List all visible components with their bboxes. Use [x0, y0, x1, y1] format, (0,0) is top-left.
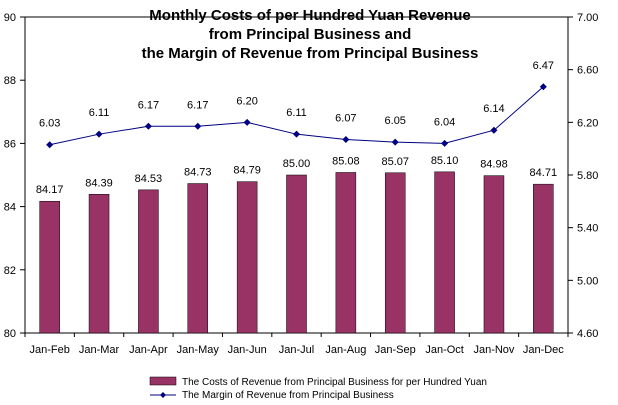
x-axis-tick-label: Jan-May [177, 344, 220, 356]
left-axis-tick-label: 84 [4, 202, 16, 214]
line-point [46, 141, 54, 149]
bar-data-label: 84.79 [233, 165, 261, 177]
right-axis-tick-label: 5.40 [577, 223, 598, 235]
x-axis-tick-label: Jan-Nov [473, 344, 514, 356]
line-data-label: 6.17 [187, 99, 208, 111]
bar-data-label: 84.53 [135, 173, 163, 185]
bar-data-label: 84.73 [184, 167, 212, 179]
bar-data-label: 85.08 [332, 155, 360, 167]
left-axis-tick-label: 86 [4, 138, 16, 150]
right-axis-tick-label: 6.20 [577, 117, 598, 129]
right-axis-tick-label: 4.60 [577, 328, 598, 340]
bar [483, 175, 505, 334]
line-point [539, 83, 547, 91]
x-axis-tick-label: Jan-Feb [30, 344, 70, 356]
line-data-label: 6.47 [533, 60, 554, 72]
line-data-label: 6.03 [39, 118, 60, 130]
line-point [342, 135, 350, 143]
legend-bar-swatch [149, 376, 177, 386]
bar [286, 174, 307, 334]
bar-data-label: 84.71 [530, 167, 558, 179]
line-point [194, 122, 202, 130]
line-point [95, 130, 103, 138]
bar-data-label: 85.00 [283, 158, 311, 170]
left-axis: 80 82 84 86 88 90 [4, 12, 25, 340]
line-point [243, 118, 251, 126]
chart-title-line-2: from Principal Business and [209, 26, 412, 43]
x-axis-tick-label: Jan-Oct [425, 344, 464, 356]
legend-bar-label: The Costs of Revenue from Principal Busi… [182, 377, 487, 388]
right-axis-tick-label: 7.00 [577, 12, 598, 24]
bar [138, 189, 159, 334]
left-axis-tick-label: 90 [4, 12, 16, 24]
line-data-label: 6.11 [286, 107, 307, 119]
chart-title-line-3: the Margin of Revenue from Principal Bus… [142, 45, 479, 62]
bar [236, 181, 258, 334]
bar-data-labels: 84.17 84.39 84.53 84.73 84.79 85.00 85.08 85.07… [36, 155, 557, 196]
bar [39, 200, 60, 334]
left-axis-tick-label: 80 [4, 328, 16, 340]
line-point [144, 122, 152, 130]
line-data-label: 6.17 [138, 99, 159, 111]
x-axis-tick-label: Jan-Apr [129, 344, 168, 356]
line-point [391, 138, 399, 146]
right-axis-tick-label: 5.00 [577, 275, 598, 287]
x-axis-tick-label: Jan-Jul [279, 344, 314, 356]
bar-data-label: 84.98 [480, 159, 508, 171]
bar [384, 172, 406, 334]
bar [187, 183, 209, 334]
right-axis: 4.60 5.00 5.40 5.80 6.20 6.60 7.00 [568, 12, 598, 340]
bar-data-label: 85.10 [431, 155, 459, 167]
left-axis-tick-label: 88 [4, 75, 16, 87]
line-point [293, 130, 300, 138]
line-point [490, 126, 498, 134]
line-data-label: 6.14 [483, 103, 504, 115]
bar-data-label: 84.17 [36, 184, 64, 196]
x-axis-tick-label: Jan-Mar [79, 344, 120, 356]
line-data-label: 6.05 [385, 115, 406, 127]
line-data-label: 6.07 [335, 112, 356, 124]
legend-line-marker [160, 392, 166, 398]
x-axis: Jan-Feb Jan-Mar Jan-Apr Jan-May Jan-Jun Jan-J… [24, 333, 569, 356]
bar-data-label: 84.39 [85, 177, 113, 189]
right-axis-tick-label: 5.80 [577, 170, 598, 182]
line-data-label: 6.20 [236, 95, 257, 107]
line-data-label: 6.04 [434, 116, 455, 128]
bar-data-label: 85.07 [381, 156, 409, 168]
bar [533, 183, 554, 334]
line-series [46, 83, 547, 149]
x-axis-tick-label: Jan-Aug [325, 344, 366, 356]
x-axis-tick-label: Jan-Dec [523, 344, 564, 356]
line-data-labels: 6.03 6.11 6.17 6.17 6.20 6.11 6.07 6.05 6.04 6.14… [39, 60, 554, 130]
bar-series [39, 171, 554, 334]
bar [88, 194, 110, 334]
bar [335, 172, 357, 334]
x-axis-tick-label: Jan-Jun [228, 344, 267, 356]
x-axis-tick-label: Jan-Sep [375, 344, 416, 356]
left-axis-tick-label: 82 [4, 265, 16, 277]
line-data-label: 6.11 [89, 107, 110, 119]
bar [434, 171, 455, 334]
chart-title: Monthly Costs of per Hundred Yuan Revenu… [142, 7, 479, 62]
legend-line-label: The Margin of Revenue from Principal Bus… [182, 390, 394, 401]
right-axis-tick-label: 6.60 [577, 65, 598, 77]
line-point [441, 139, 449, 147]
legend: The Costs of Revenue from Principal Busi… [149, 376, 487, 401]
chart-title-line-1: Monthly Costs of per Hundred Yuan Revenu… [149, 7, 470, 24]
